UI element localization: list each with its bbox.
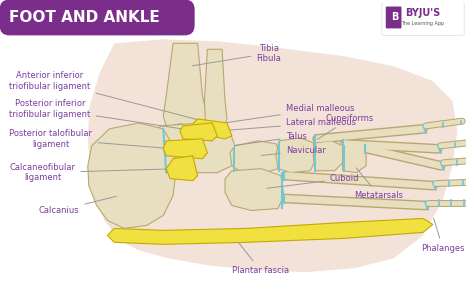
Text: Anterior inferior
triofibular ligament: Anterior inferior triofibular ligament [9,72,200,120]
Ellipse shape [169,124,191,138]
Polygon shape [88,39,457,272]
Polygon shape [180,123,217,141]
Text: B: B [391,13,398,22]
FancyBboxPatch shape [0,0,195,35]
Polygon shape [313,141,343,171]
Text: Cuboid: Cuboid [267,174,359,188]
FancyBboxPatch shape [386,6,401,29]
Text: Phalanges: Phalanges [421,218,465,253]
Polygon shape [166,156,198,181]
Text: FOOT AND ANKLE: FOOT AND ANKLE [9,10,160,25]
Text: Tibia
Fibula: Tibia Fibula [192,44,281,66]
Ellipse shape [211,127,227,139]
Polygon shape [194,119,232,139]
Text: BYJU'S: BYJU'S [405,9,441,18]
Text: Lateral malleous: Lateral malleous [222,119,356,131]
Polygon shape [204,49,227,131]
Polygon shape [276,138,315,173]
Text: Calcaneofibular
ligament: Calcaneofibular ligament [9,163,175,182]
Polygon shape [163,43,208,129]
Text: Navicular: Navicular [261,146,326,155]
Text: Talus: Talus [235,132,307,146]
Polygon shape [230,141,281,174]
Text: Cuneiforms: Cuneiforms [318,115,373,139]
Polygon shape [225,169,284,211]
Polygon shape [108,219,433,244]
Polygon shape [343,144,366,173]
Text: Medial malleous: Medial malleous [186,104,354,129]
Polygon shape [88,123,176,228]
FancyBboxPatch shape [382,2,464,35]
Text: The Learning App: The Learning App [401,21,445,26]
Text: Posterior talofibular
ligament: Posterior talofibular ligament [9,129,170,149]
Text: Posterior inferior
triofibular ligament: Posterior inferior triofibular ligament [9,99,193,130]
Text: Plantar fascia: Plantar fascia [232,243,289,275]
Polygon shape [163,139,208,159]
Text: Metatarsals: Metatarsals [355,168,403,200]
Polygon shape [152,123,235,173]
Text: Calcanius: Calcanius [39,196,117,215]
